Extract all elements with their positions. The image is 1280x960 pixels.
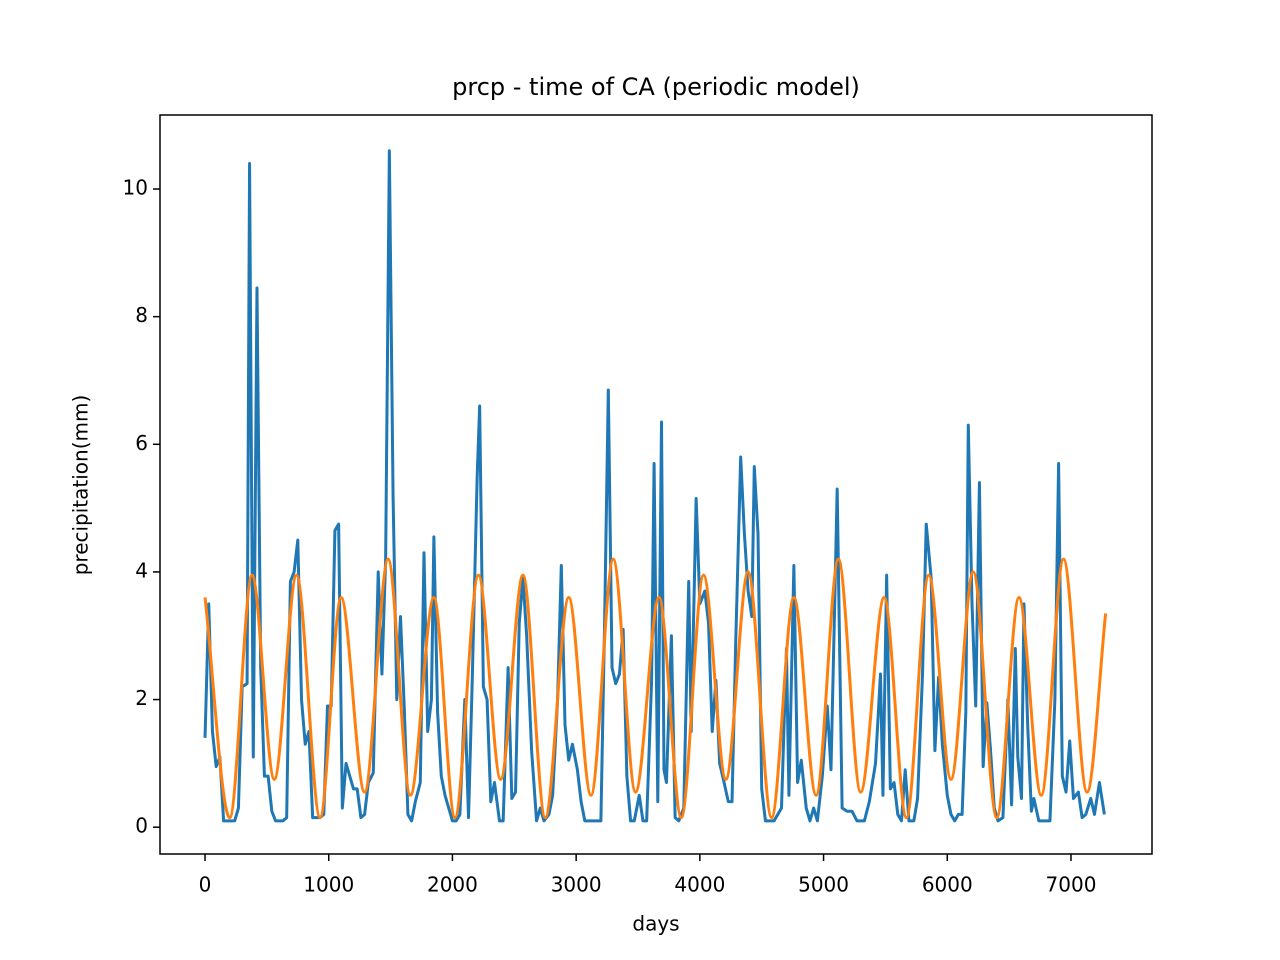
x-tick-label: 4000 — [674, 873, 725, 897]
data-line — [203, 149, 1106, 823]
x-tick-label: 2000 — [427, 873, 478, 897]
y-tick-label: 0 — [135, 814, 148, 838]
x-tick-label: 6000 — [922, 873, 973, 897]
y-tick-label: 6 — [135, 431, 148, 455]
y-tick-label: 10 — [123, 176, 148, 200]
y-tick-label: 2 — [135, 686, 148, 710]
y-tick-label: 4 — [135, 558, 148, 582]
x-axis-label: days — [632, 912, 679, 936]
data-line — [203, 557, 1108, 820]
y-tick-label: 8 — [135, 303, 148, 327]
chart-title: prcp - time of CA (periodic model) — [452, 73, 860, 101]
x-tick-label: 1000 — [303, 873, 354, 897]
plot-area — [203, 149, 1108, 823]
y-axis-label: precipitation(mm) — [69, 395, 93, 576]
x-tick-label: 0 — [199, 873, 212, 897]
x-tick-label: 7000 — [1046, 873, 1097, 897]
x-tick-label: 3000 — [551, 873, 602, 897]
axes-frame — [159, 114, 1153, 855]
x-tick-label: 5000 — [798, 873, 849, 897]
